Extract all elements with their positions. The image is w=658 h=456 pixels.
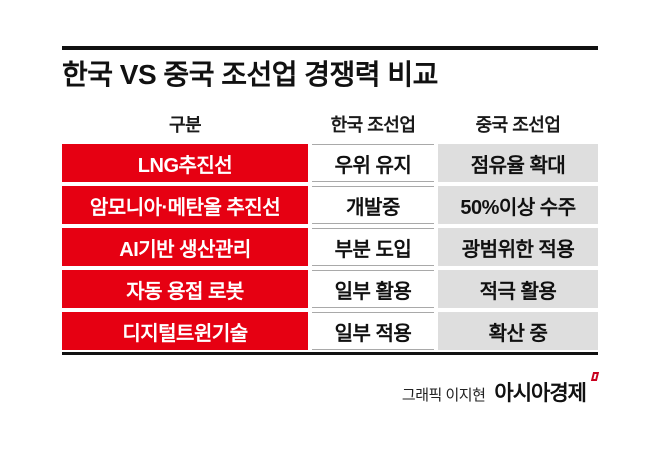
column-header-korea: 한국 조선업: [330, 114, 416, 135]
china-value-cell: 광범위한 적용: [438, 228, 598, 267]
footer: 그래픽 이지현 아시아경제: [62, 372, 600, 407]
credit-text: 그래픽 이지현: [401, 387, 486, 405]
title-rule: [62, 46, 598, 50]
column-header-category: 구분: [168, 114, 202, 135]
comparison-table: 구분 한국 조선업 중국 조선업 LNG추진선 우위 유지 점유율 확대 암모니…: [62, 107, 598, 351]
korea-value-cell: 일부 적용: [312, 312, 434, 351]
brand-logo-text: 아시아경제: [494, 382, 587, 406]
brand-flag-icon: [590, 372, 600, 382]
china-value-cell: 적극 활용: [438, 270, 598, 309]
category-cell: 암모니아·메탄올 추진선: [62, 186, 308, 225]
page-title: 한국 VS 중국 조선업 경쟁력 비교: [62, 59, 438, 90]
brand-logo: 아시아경제: [494, 372, 600, 407]
category-cell: 디지털트윈기술: [62, 312, 308, 351]
table-bottom-rule: [62, 352, 598, 356]
category-cell: AI기반 생산관리: [62, 228, 308, 267]
china-value-cell: 50%이상 수주: [438, 186, 598, 225]
china-value-cell: 점유율 확대: [438, 144, 598, 183]
korea-value-cell: 우위 유지: [312, 144, 434, 183]
category-cell: LNG추진선: [62, 144, 308, 183]
korea-value-cell: 부분 도입: [312, 228, 434, 267]
infographic: 한국 VS 중국 조선업 경쟁력 비교 구분 한국 조선업 중국 조선업 LNG…: [62, 46, 600, 407]
korea-value-cell: 일부 활용: [312, 270, 434, 309]
korea-value-cell: 개발중: [312, 186, 434, 225]
column-header-china: 중국 조선업: [475, 114, 561, 135]
china-value-cell: 확산 중: [438, 312, 598, 351]
category-cell: 자동 용접 로봇: [62, 270, 308, 309]
